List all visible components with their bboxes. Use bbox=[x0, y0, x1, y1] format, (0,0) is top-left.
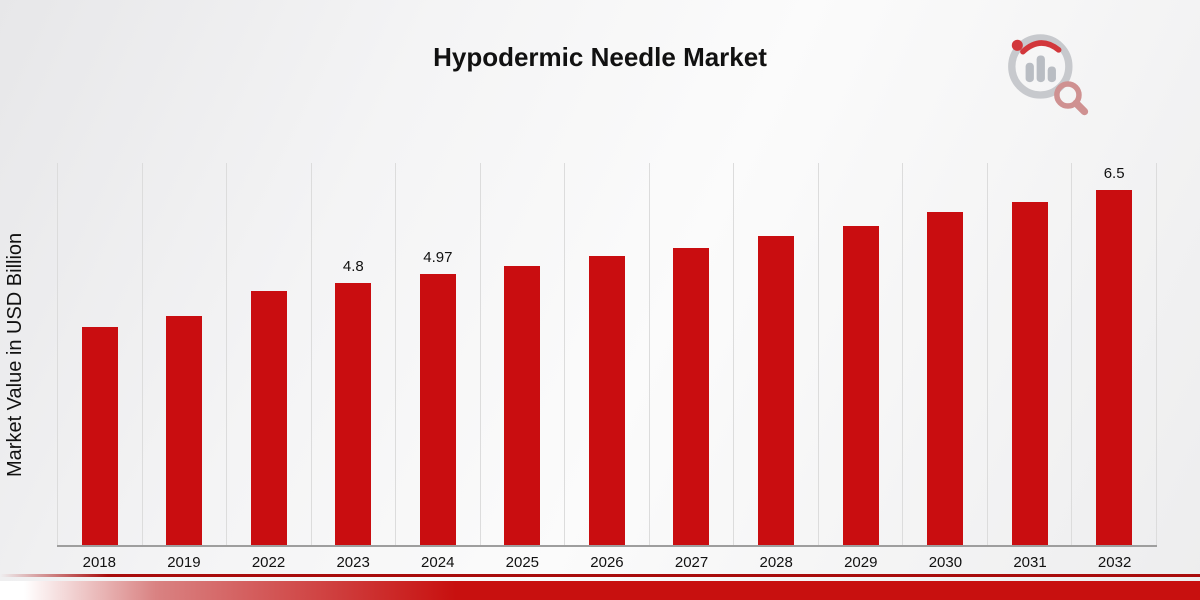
bottom-accent-band bbox=[0, 581, 1200, 600]
chart-column-2023: 4.8 bbox=[310, 163, 396, 545]
bar-2029 bbox=[842, 225, 879, 545]
chart-column-2025 bbox=[479, 163, 565, 545]
bar-value-label-2024: 4.97 bbox=[423, 248, 453, 266]
chart-column-2018 bbox=[58, 163, 142, 545]
chart-column-2027 bbox=[648, 163, 734, 545]
x-tick-2023: 2023 bbox=[336, 554, 370, 571]
x-axis-tick-labels: 2018 2019 2022 2023 2024 2025 2026 2027 2028 2029… bbox=[57, 554, 1157, 571]
y-axis-label: Market Value in USD Billion bbox=[4, 232, 26, 478]
bar-2026 bbox=[588, 255, 625, 545]
bar-2031 bbox=[1011, 202, 1048, 545]
chart-column-2019 bbox=[141, 163, 227, 545]
chart-column-2032: 6.5 bbox=[1071, 163, 1156, 545]
x-tick-2032: 2032 bbox=[1097, 554, 1132, 571]
bar-2028 bbox=[758, 235, 795, 545]
bar-2023 bbox=[335, 283, 372, 545]
bar-2019 bbox=[166, 315, 203, 545]
bar-chart-columns: 4.8 4.97 6.5 bbox=[57, 163, 1157, 545]
bar-chart-plot-area: 4.8 4.97 6.5 bbox=[57, 163, 1157, 547]
x-tick-2027: 2027 bbox=[674, 554, 709, 571]
chart-column-2022 bbox=[226, 163, 311, 545]
x-tick-2028: 2028 bbox=[759, 554, 793, 571]
x-tick-2026: 2026 bbox=[590, 554, 624, 571]
bottom-accent-line bbox=[0, 574, 1200, 577]
bar-2027 bbox=[673, 247, 710, 545]
x-tick-2030: 2030 bbox=[928, 554, 963, 571]
chart-column-2028 bbox=[733, 163, 818, 545]
brand-logo-icon bbox=[1008, 34, 1089, 116]
chart-column-2029 bbox=[817, 163, 903, 545]
x-tick-2031: 2031 bbox=[1013, 554, 1047, 571]
bar-2032 bbox=[1096, 190, 1133, 545]
chart-column-2026 bbox=[564, 163, 649, 545]
bar-2022 bbox=[250, 291, 287, 545]
bar-value-label-2023: 4.8 bbox=[342, 258, 364, 276]
x-tick-2019: 2019 bbox=[167, 554, 201, 571]
chart-column-2031 bbox=[986, 163, 1072, 545]
bar-2030 bbox=[927, 212, 964, 545]
bar-2018 bbox=[81, 326, 118, 545]
x-tick-2025: 2025 bbox=[505, 554, 540, 571]
chart-column-2024: 4.97 bbox=[395, 163, 480, 545]
chart-title: Hypodermic Needle Market bbox=[433, 42, 767, 72]
chart-column-2030 bbox=[902, 163, 987, 545]
x-tick-2018: 2018 bbox=[82, 554, 116, 571]
bar-2025 bbox=[504, 265, 541, 545]
x-tick-2024: 2024 bbox=[421, 554, 455, 571]
bar-value-label-2032: 6.5 bbox=[1103, 165, 1125, 183]
bar-2024 bbox=[419, 273, 456, 545]
x-tick-2029: 2029 bbox=[844, 554, 878, 571]
x-tick-2022: 2022 bbox=[251, 554, 286, 571]
